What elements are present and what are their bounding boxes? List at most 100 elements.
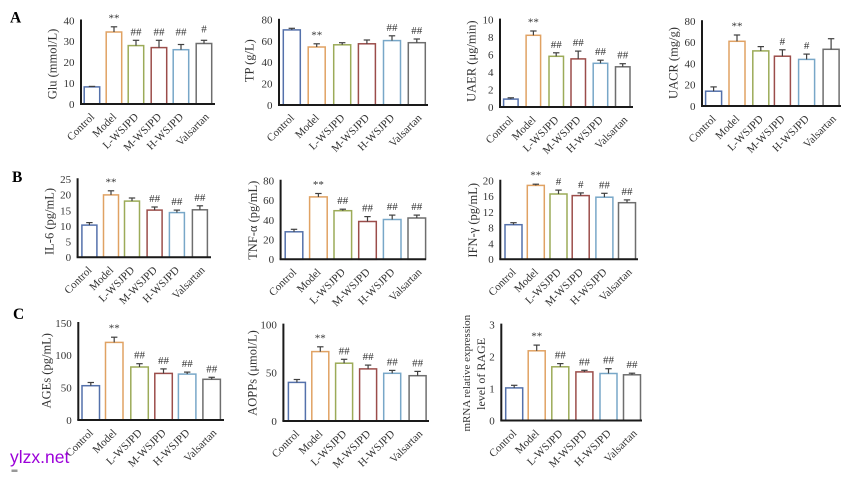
svg-text:50: 50	[61, 383, 73, 395]
svg-text:40: 40	[64, 15, 76, 27]
svg-text:B: B	[12, 169, 22, 186]
svg-text:**: **	[109, 12, 120, 24]
svg-text:##: ##	[603, 355, 615, 367]
svg-text:##: ##	[134, 350, 146, 362]
svg-text:4: 4	[488, 67, 494, 79]
svg-text:80: 80	[685, 16, 697, 28]
svg-text:##: ##	[411, 201, 423, 213]
svg-text:**: **	[311, 29, 322, 41]
svg-text:**: **	[315, 332, 326, 344]
svg-text:AGEs (pg/mL): AGEs (pg/mL)	[40, 333, 54, 408]
svg-text:**: **	[732, 21, 743, 33]
svg-text:mRNA relative expression: mRNA relative expression	[461, 314, 473, 431]
svg-text:6: 6	[488, 49, 494, 61]
svg-text:0: 0	[269, 254, 275, 266]
svg-text:##: ##	[158, 355, 170, 367]
svg-text:#: #	[804, 40, 810, 52]
svg-text:100: 100	[55, 350, 72, 362]
svg-text:TNF-α (pg/mL): TNF-α (pg/mL)	[246, 181, 260, 260]
svg-text:0: 0	[271, 416, 277, 428]
svg-text:10: 10	[60, 221, 72, 233]
svg-text:Glu (mmol/L): Glu (mmol/L)	[46, 29, 60, 99]
svg-text:#: #	[556, 176, 562, 188]
svg-text:##: ##	[206, 363, 218, 375]
svg-text:60: 60	[685, 37, 697, 49]
svg-text:##: ##	[599, 179, 611, 191]
svg-text:IFN-γ (pg/mL): IFN-γ (pg/mL)	[466, 183, 480, 258]
svg-text:##: ##	[131, 26, 143, 38]
svg-text:**: **	[109, 323, 120, 335]
svg-text:20: 20	[64, 57, 76, 69]
svg-text:#: #	[201, 23, 207, 35]
svg-text:##: ##	[154, 26, 166, 38]
svg-text:60: 60	[263, 195, 275, 207]
svg-text:**: **	[530, 170, 541, 182]
svg-text:##: ##	[149, 193, 161, 205]
svg-text:40: 40	[262, 57, 274, 69]
svg-text:**: **	[528, 17, 539, 29]
svg-text:10: 10	[483, 14, 495, 26]
svg-text:C: C	[13, 306, 24, 323]
svg-text:8: 8	[488, 223, 494, 235]
svg-text:0: 0	[488, 254, 494, 266]
svg-text:AOPPs (μmol/L): AOPPs (μmol/L)	[246, 330, 260, 416]
svg-text:#: #	[780, 36, 786, 48]
svg-text:##: ##	[387, 22, 399, 34]
svg-text:##: ##	[555, 350, 567, 362]
svg-text:2: 2	[488, 84, 494, 96]
svg-text:30: 30	[64, 36, 76, 48]
svg-text:#: #	[578, 179, 584, 191]
svg-text:**: **	[313, 179, 324, 191]
svg-text:##: ##	[176, 27, 188, 39]
svg-text:20: 20	[60, 190, 72, 202]
svg-text:##: ##	[627, 359, 639, 371]
svg-text:5: 5	[66, 236, 72, 248]
svg-text:0: 0	[489, 415, 495, 427]
svg-text:20: 20	[262, 79, 274, 91]
svg-text:##: ##	[579, 356, 591, 368]
svg-text:**: **	[531, 331, 542, 343]
svg-text:0: 0	[69, 99, 75, 111]
svg-text:150: 150	[55, 318, 72, 330]
svg-text:80: 80	[263, 176, 275, 188]
svg-text:12: 12	[483, 207, 494, 219]
svg-text:A: A	[10, 10, 22, 27]
svg-text:##: ##	[617, 50, 629, 62]
svg-text:##: ##	[362, 203, 374, 215]
svg-text:UACR (mg/g): UACR (mg/g)	[667, 27, 681, 99]
svg-text:##: ##	[171, 196, 183, 208]
svg-text:0: 0	[267, 100, 273, 112]
svg-text:0: 0	[488, 102, 494, 114]
svg-text:15: 15	[60, 205, 72, 217]
svg-text:TP (g/L): TP (g/L)	[243, 39, 257, 82]
svg-text:40: 40	[263, 215, 275, 227]
svg-text:10: 10	[64, 78, 76, 90]
svg-text:##: ##	[387, 356, 399, 368]
svg-text:##: ##	[412, 357, 424, 369]
svg-text:##: ##	[339, 345, 351, 357]
svg-text:20: 20	[685, 80, 697, 92]
svg-text:0: 0	[66, 252, 72, 264]
svg-text:100: 100	[260, 319, 277, 331]
svg-text:##: ##	[622, 186, 634, 198]
svg-text:##: ##	[182, 358, 194, 370]
svg-text:25: 25	[60, 174, 72, 186]
svg-text:3: 3	[489, 319, 495, 331]
svg-text:##: ##	[387, 201, 399, 213]
svg-text:1: 1	[489, 383, 495, 395]
svg-text:##: ##	[595, 46, 607, 58]
svg-text:##: ##	[337, 195, 349, 207]
svg-text:40: 40	[685, 58, 697, 70]
svg-text:8: 8	[488, 32, 494, 44]
svg-text:0: 0	[690, 101, 696, 113]
svg-text:2: 2	[489, 351, 495, 363]
svg-text:##: ##	[194, 192, 206, 204]
svg-text:##: ##	[411, 25, 423, 37]
svg-text:60: 60	[262, 36, 274, 48]
svg-text:ylzx.net: ylzx.net	[10, 447, 69, 467]
svg-text:##: ##	[363, 351, 375, 363]
svg-text:level of RAGE: level of RAGE	[474, 338, 488, 410]
svg-text:0: 0	[66, 415, 72, 427]
svg-text:20: 20	[483, 176, 495, 188]
svg-text:20: 20	[263, 235, 275, 247]
